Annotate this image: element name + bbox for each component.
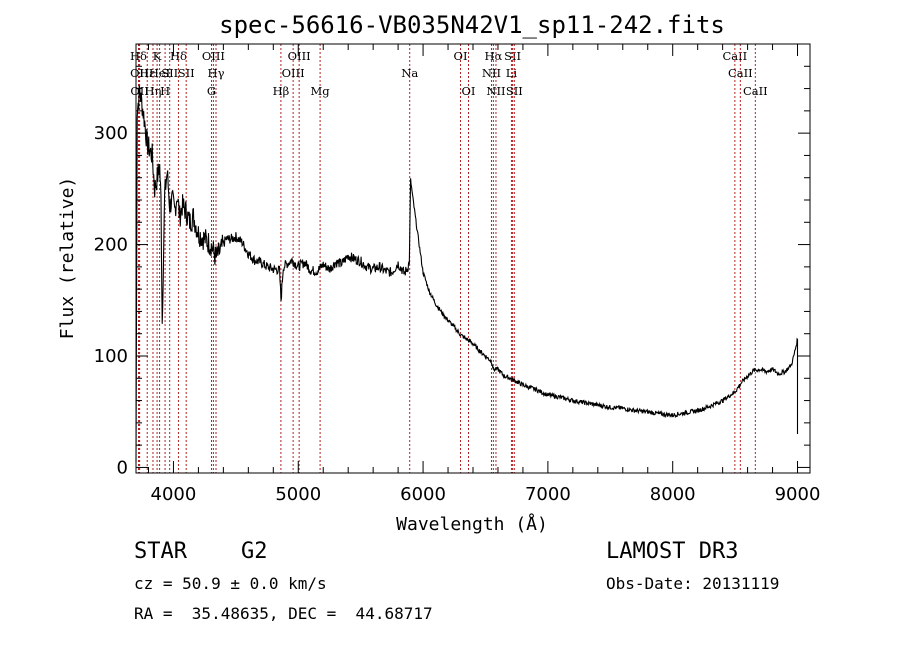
object-class: STAR [134, 539, 187, 564]
spectral-line-label-18: Na [401, 66, 418, 80]
spectral-line-label-13: G [207, 84, 216, 98]
x-tick-label-2: 6000 [400, 484, 446, 505]
spectral-line-label-29: CaII [743, 84, 768, 98]
spectral-line-label-5: K [153, 49, 162, 63]
spectral-line-label-15: OIII [282, 66, 305, 80]
spectral-line-label-16: OIII [288, 49, 311, 63]
spectral-line-label-21: Hα [484, 49, 502, 63]
plot-frame [135, 43, 811, 474]
y-tick-label-1: 100 [94, 346, 128, 367]
spectral-line-label-23: NII [486, 84, 505, 98]
x-tick-label-5: 9000 [775, 484, 821, 505]
x-tick-label-4: 8000 [650, 484, 696, 505]
y-tick-label-2: 200 [94, 235, 128, 256]
spectral-line-label-0: Hδ [130, 49, 147, 63]
spectral-line-label-22: NII [482, 66, 501, 80]
y-tick-label-3: 300 [94, 123, 128, 144]
spectral-line-label-25: Li [506, 66, 518, 80]
spectral-line-label-26: SII [506, 84, 523, 98]
object-subclass: G2 [241, 539, 268, 564]
spectral-line-label-7: H [160, 84, 170, 98]
spectrum-series-line [135, 85, 799, 463]
spectral-line-label-11: OIII [202, 49, 225, 63]
obs-date: Obs-Date: 20131119 [606, 574, 780, 593]
spectral-line-label-8: SII [161, 66, 178, 80]
spectral-line-label-24: SII [504, 49, 521, 63]
x-tick-label-1: 5000 [275, 484, 321, 505]
survey-name: LAMOST DR3 [606, 539, 739, 564]
spectral-line-label-12: Hγ [208, 66, 225, 80]
spectral-line-label-4: Hη [145, 84, 162, 98]
spectrum-plot: spec-56616-VB035N42V1_sp11-242.fits Hδ OI… [57, 11, 821, 535]
coordinates: RA = 35.48635, DEC = 44.68717 [134, 604, 433, 623]
spectral-line-label-9: Hδ [170, 49, 187, 63]
spectral-line-label-19: OI [454, 49, 468, 63]
x-tick-label-0: 4000 [151, 484, 197, 505]
spectral-line-label-28: CaII [728, 66, 753, 80]
spectral-line-label-27: CaII [722, 49, 747, 63]
x-axis-label: Wavelength (Å) [396, 513, 548, 535]
spectral-line-label-10: SII [178, 66, 195, 80]
axis-ticks: 4000 5000 6000 7000 8000 9000 0 100 200 300 [94, 44, 821, 505]
spectral-line-label-17: Mg [311, 84, 331, 98]
spectral-line-label-20: OI [462, 84, 476, 98]
spectral-line-label-14: Hβ [273, 84, 290, 98]
y-tick-label-0: 0 [117, 457, 128, 478]
spectral-line-label-3: Hε [139, 66, 155, 80]
chart-title: spec-56616-VB035N42V1_sp11-242.fits [219, 11, 725, 39]
redshift-readout: cz = 50.9 ± 0.0 km/s [134, 574, 327, 593]
x-tick-label-3: 7000 [525, 484, 571, 505]
y-axis-label: Flux (relative) [57, 177, 78, 340]
